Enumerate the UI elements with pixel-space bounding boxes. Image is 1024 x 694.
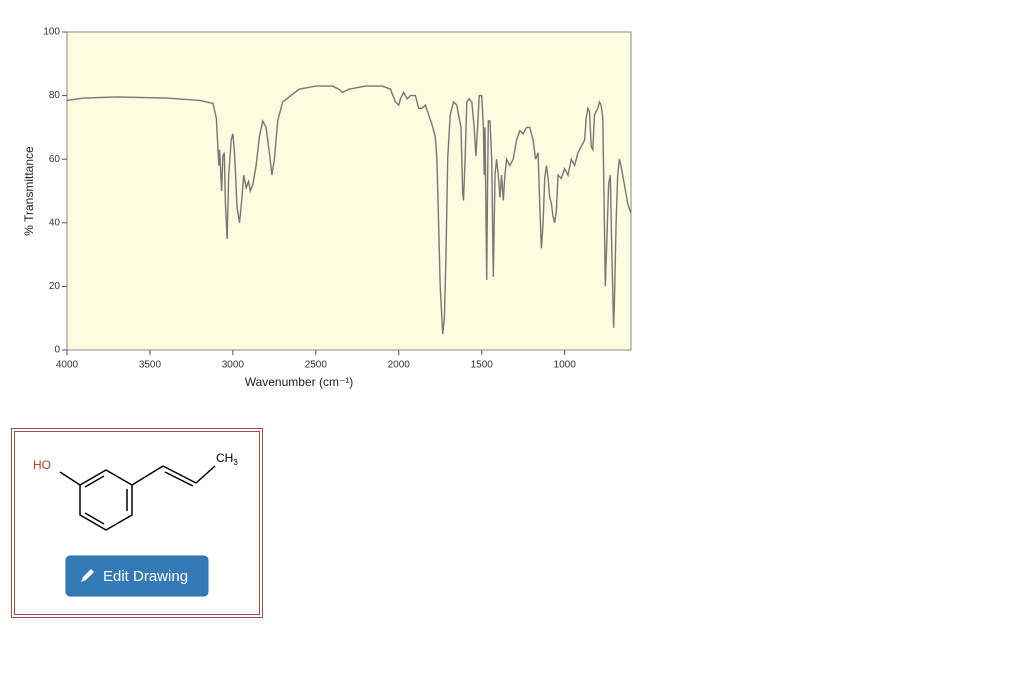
y-tick-label: 60: [49, 154, 61, 165]
x-tick-label: 1000: [554, 360, 577, 371]
edit-button[interactable]: Edit Drawing: [65, 555, 209, 597]
y-tick-label: 100: [43, 27, 60, 38]
y-tick-label: 20: [49, 281, 61, 292]
button-label[interactable]: Edit Drawing: [103, 568, 188, 585]
chart: 0 20 40 60 80 100 4000 3500 3000 2500 2000 1500 1000…: [22, 27, 632, 389]
y-tick-label: 40: [49, 217, 61, 228]
molecule-bonds: [59, 465, 216, 531]
atom-label: HO: [33, 458, 51, 472]
x-tick-label: 2500: [305, 360, 328, 371]
x-tick-label: 3500: [139, 360, 162, 371]
x-tick-label: 1500: [471, 360, 494, 371]
button-bg[interactable]: [65, 555, 209, 597]
atom-label: CH3: [216, 451, 238, 467]
y-tick-label: 80: [49, 90, 61, 101]
panel-border-inner: [14, 431, 260, 615]
atom-label-sub: 3: [233, 458, 238, 467]
spectrum-line: [66, 85, 632, 335]
x-tick-label: 2000: [388, 360, 411, 371]
y-tick-label: 0: [54, 345, 60, 356]
y-axis-label: % Transmittance: [22, 146, 36, 236]
x-tick-label: 4000: [56, 360, 79, 371]
pencil-icon: [81, 569, 94, 582]
x-axis-label: Wavenumber (cm⁻¹): [245, 375, 354, 389]
x-tick-label: 3000: [222, 360, 245, 371]
molecule-panel: HO CH3 Edit Drawing: [11, 428, 263, 618]
plot-area: [66, 31, 632, 351]
atom-label-main: CH: [216, 451, 233, 465]
